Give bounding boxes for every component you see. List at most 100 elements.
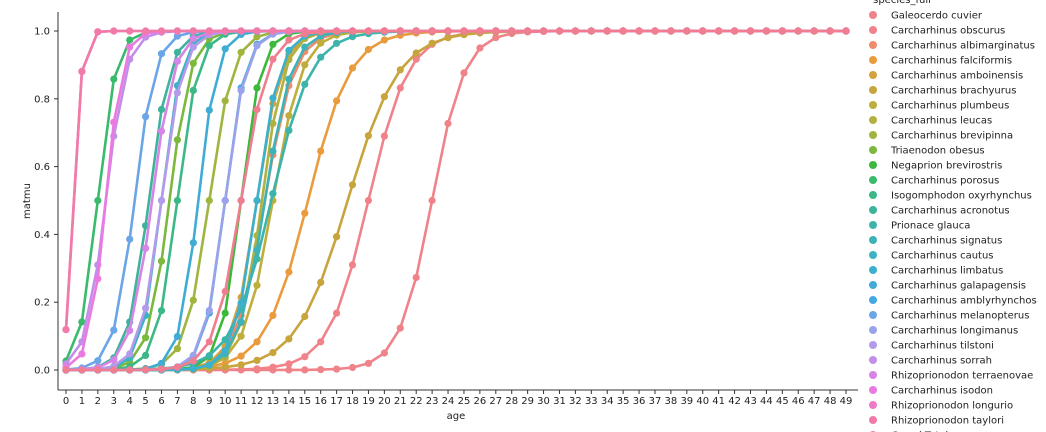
x-tick-label: 36: [633, 396, 646, 407]
legend-entry: Carcharhinus limbatus: [891, 266, 1003, 277]
legend-marker: [869, 176, 877, 184]
legend-marker: [869, 251, 877, 259]
series-line: [65, 29, 846, 369]
series-line: [66, 29, 846, 372]
series-point: [285, 126, 293, 134]
series-point: [126, 350, 134, 358]
x-tick-label: 9: [206, 396, 212, 407]
series-point: [189, 59, 197, 67]
series-point: [126, 27, 134, 35]
series-point: [78, 318, 86, 326]
x-tick-label: 15: [298, 396, 311, 407]
series-point: [364, 359, 372, 367]
series-point: [603, 27, 611, 35]
x-tick-label: 37: [649, 396, 662, 407]
x-tick-label: 12: [251, 396, 264, 407]
series-line: [66, 29, 846, 372]
series-point: [285, 268, 293, 276]
series-point: [492, 34, 500, 42]
y-tick-label: 0.8: [34, 94, 50, 105]
series-point: [810, 27, 818, 35]
x-axis-label: age: [447, 411, 466, 422]
series-line: [66, 29, 846, 372]
series-point: [205, 42, 213, 50]
series-point: [142, 366, 150, 374]
series-point: [78, 67, 86, 75]
x-tick-label: 35: [617, 396, 630, 407]
series-point: [237, 318, 245, 326]
y-tick-label: 1.0: [34, 27, 50, 38]
series-point: [269, 94, 277, 102]
legend-marker: [869, 371, 877, 379]
series-point: [746, 27, 755, 35]
series-point: [253, 338, 261, 346]
legend-entry: Prionace glauca: [891, 221, 970, 232]
series-line: [65, 29, 846, 371]
legend-entry: Carcharhinus porosus: [891, 176, 999, 187]
series-point: [444, 27, 452, 35]
series-point: [126, 235, 134, 243]
series-point: [189, 296, 197, 304]
series-point: [317, 53, 325, 61]
series-point: [364, 45, 372, 54]
series-point: [333, 39, 341, 47]
series-point: [110, 356, 118, 364]
series-point: [667, 27, 675, 35]
legend-entry: Grand Total: [891, 431, 948, 432]
series-point: [173, 57, 181, 65]
series-point: [524, 27, 532, 35]
series-point: [221, 363, 229, 371]
legend-marker: [869, 41, 877, 49]
legend-entry: Rhizoprionodon taylori: [891, 416, 1004, 427]
series-point: [269, 40, 277, 48]
series-point: [221, 287, 229, 296]
series-point: [826, 27, 834, 35]
legend-entry: Carcharhinus acronotus: [891, 206, 1010, 217]
series-point: [253, 365, 261, 373]
series-point: [333, 97, 341, 105]
legend-marker: [869, 131, 877, 139]
series-point: [221, 347, 229, 355]
x-tick-label: 20: [378, 396, 391, 407]
legend-marker: [869, 71, 877, 79]
x-tick-label: 26: [474, 396, 487, 407]
x-tick-label: 49: [840, 396, 853, 407]
series-point: [221, 27, 229, 35]
series-point: [842, 27, 850, 35]
x-tick-label: 11: [235, 396, 248, 407]
legend-entry: Carcharhinus isodon: [891, 386, 993, 397]
legend-entry: Carcharhinus amblyrhynchos: [891, 296, 1037, 307]
legend-marker: [869, 416, 877, 424]
x-tick-label: 31: [553, 396, 566, 407]
series-point: [285, 27, 293, 35]
series-point: [428, 196, 436, 205]
legend-entry: Triaenodon obesus: [890, 146, 985, 157]
x-tick-label: 3: [111, 396, 117, 407]
legend-entry: Carcharhinus signatus: [891, 236, 1002, 247]
x-tick-label: 40: [696, 396, 709, 407]
series-point: [173, 48, 181, 56]
series-point: [269, 27, 277, 35]
series-point: [142, 304, 150, 312]
legend-marker: [869, 146, 877, 154]
series-point: [587, 27, 595, 35]
x-tick-label: 46: [792, 396, 805, 407]
series-point: [237, 86, 245, 94]
series-point: [253, 281, 261, 289]
x-tick-label: 43: [744, 396, 757, 407]
series-line: [66, 29, 846, 372]
series-point: [476, 27, 484, 35]
series-point: [364, 132, 372, 140]
series-point: [253, 105, 261, 114]
series-line: [65, 29, 846, 372]
x-tick-label: 22: [410, 396, 423, 407]
series-point: [205, 352, 213, 360]
y-axis-label: matmu: [22, 183, 33, 219]
series-point: [205, 361, 213, 369]
series-point: [126, 43, 134, 51]
series-point: [285, 360, 293, 368]
series-point: [269, 349, 277, 357]
legend-marker: [869, 56, 877, 64]
series-point: [237, 27, 245, 35]
x-tick-label: 24: [442, 396, 455, 407]
